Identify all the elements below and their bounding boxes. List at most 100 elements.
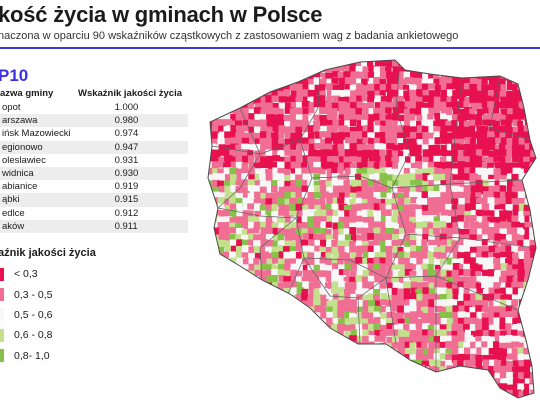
municipality-cell — [319, 119, 328, 127]
municipality-cell — [301, 191, 311, 201]
municipality-cell — [343, 156, 351, 165]
municipality-cell — [391, 359, 399, 367]
municipality-cell — [296, 216, 306, 226]
municipality-cell — [434, 342, 442, 349]
municipality-cell — [302, 359, 311, 368]
municipality-cell — [235, 287, 244, 296]
municipality-cell — [343, 252, 351, 260]
municipality-cell — [457, 300, 465, 308]
municipality-cell — [374, 132, 382, 141]
municipality-cell — [387, 401, 394, 407]
municipality-cell — [440, 198, 450, 205]
municipality-cell — [409, 143, 418, 151]
municipality-cell — [410, 281, 418, 291]
municipality-cell — [224, 270, 232, 280]
municipality-cell — [277, 77, 285, 86]
municipality-cell — [289, 359, 296, 367]
municipality-cell — [295, 335, 303, 345]
municipality-cell — [535, 107, 536, 116]
municipality-cell — [487, 240, 495, 248]
municipality-cell — [331, 276, 340, 285]
municipality-cell — [208, 239, 215, 248]
municipality-cell — [506, 294, 515, 304]
municipality-cell — [446, 96, 453, 105]
municipality-cell — [302, 107, 309, 117]
municipality-cell — [278, 96, 286, 105]
municipality-cell — [422, 233, 429, 242]
municipality-cell — [229, 222, 237, 229]
municipality-cell — [518, 48, 527, 55]
municipality-cell — [265, 137, 272, 146]
municipality-cell — [403, 281, 413, 289]
municipality-cell — [446, 330, 455, 338]
municipality-cell — [421, 396, 430, 398]
municipality-cell — [385, 155, 393, 163]
municipality-cell — [475, 96, 483, 104]
municipality-cell — [416, 251, 424, 259]
municipality-cell — [241, 389, 248, 398]
municipality-cell — [481, 168, 491, 176]
municipality-cell — [379, 390, 387, 398]
municipality-cell — [506, 275, 515, 283]
municipality-cell — [367, 257, 375, 266]
municipality-cell — [427, 324, 437, 334]
municipality-cell — [535, 96, 536, 104]
municipality-cell — [464, 180, 473, 188]
municipality-cell — [440, 360, 448, 370]
municipality-cell — [446, 89, 456, 96]
municipality-cell — [313, 383, 323, 393]
municipality-cell — [289, 383, 298, 393]
municipality-cell — [362, 403, 370, 407]
municipality-cell — [211, 287, 219, 296]
municipality-cell — [277, 227, 285, 237]
municipality-cell — [403, 210, 412, 219]
municipality-cell — [254, 342, 262, 350]
municipality-cell — [427, 113, 434, 123]
municipality-cell — [457, 210, 466, 218]
municipality-cell — [350, 252, 360, 260]
municipality-cell — [208, 335, 209, 343]
municipality-cell — [230, 282, 239, 290]
municipality-cell — [283, 366, 290, 376]
municipality-cell — [355, 198, 362, 205]
municipality-cell — [313, 347, 322, 356]
municipality-cell — [458, 384, 465, 392]
municipality-cell — [410, 156, 420, 165]
municipality-cell — [259, 138, 267, 145]
municipality-cell — [278, 186, 288, 196]
municipality-cell — [446, 239, 456, 246]
municipality-cell — [439, 384, 447, 393]
municipality-cell — [451, 246, 459, 255]
legend-swatch — [0, 288, 4, 302]
municipality-cell — [512, 204, 520, 212]
municipality-cell — [223, 288, 232, 296]
municipality-cell — [247, 378, 255, 386]
municipality-cell — [332, 137, 341, 146]
municipality-cell — [283, 323, 291, 331]
municipality-cell — [500, 84, 507, 91]
municipality-cell — [248, 258, 257, 267]
municipality-cell — [266, 114, 275, 122]
municipality-cell — [457, 311, 466, 318]
municipality-cell — [349, 96, 357, 105]
municipality-cell — [493, 299, 502, 309]
municipality-cell — [457, 330, 465, 339]
municipality-cell — [427, 371, 436, 380]
municipality-cell — [295, 174, 303, 184]
municipality-cell — [302, 264, 311, 273]
municipality-cell — [326, 78, 334, 85]
municipality-cell — [481, 396, 490, 398]
municipality-cell — [464, 251, 471, 260]
municipality-cell — [314, 60, 323, 68]
municipality-cell — [313, 173, 321, 180]
municipality-cell — [410, 162, 418, 171]
municipality-cell — [464, 96, 471, 104]
municipality-cell — [397, 216, 405, 224]
municipality-cell — [302, 222, 310, 232]
municipality-cell — [253, 258, 260, 266]
municipality-cell — [379, 149, 386, 157]
municipality-cell — [524, 293, 531, 301]
municipality-cell — [428, 318, 437, 326]
municipality-cell — [536, 403, 540, 407]
municipality-cell — [266, 60, 273, 68]
